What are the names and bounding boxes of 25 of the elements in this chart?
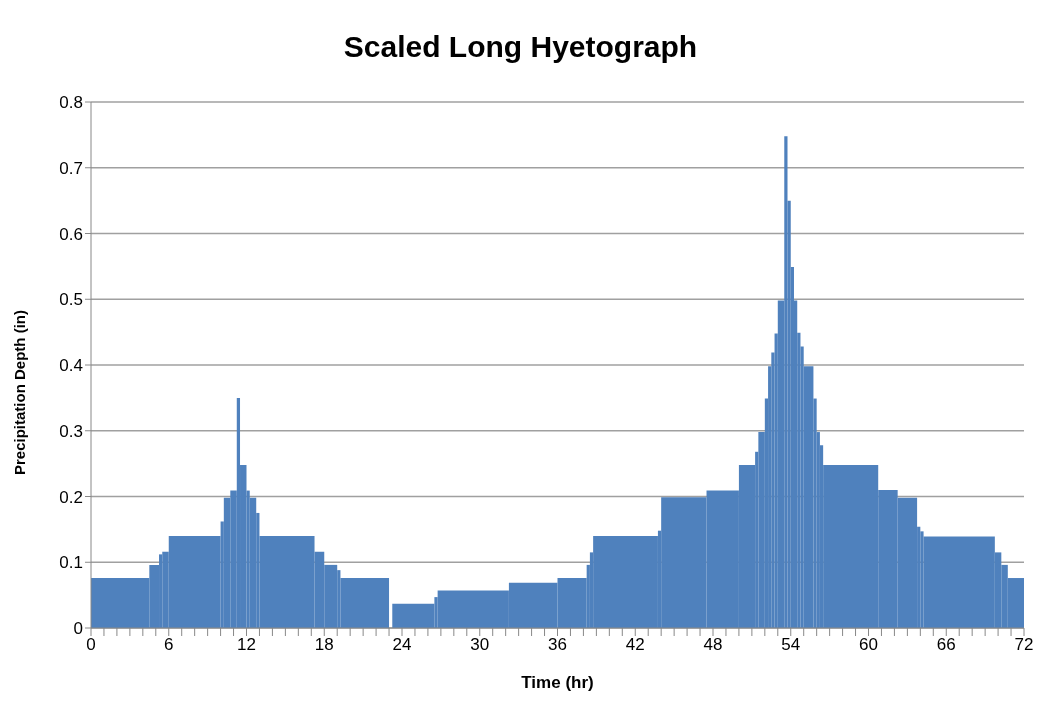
x-tick-label: 48 bbox=[703, 635, 723, 655]
x-tick-label: 30 bbox=[470, 635, 490, 655]
x-tick-label: 66 bbox=[936, 635, 956, 655]
x-tick-label: 6 bbox=[164, 635, 174, 655]
y-axis-title: Precipitation Depth (in) bbox=[11, 310, 29, 475]
x-tick-label: 42 bbox=[625, 635, 645, 655]
x-tick-label: 72 bbox=[1014, 635, 1034, 655]
y-tick-label: 0.8 bbox=[59, 93, 83, 113]
y-tick-label: 0.7 bbox=[59, 158, 83, 178]
y-tick-label: 0.6 bbox=[59, 224, 83, 244]
x-tick-label: 18 bbox=[314, 635, 334, 655]
x-axis-title: Time (hr) bbox=[521, 673, 594, 692]
x-tick-label: 60 bbox=[859, 635, 878, 655]
x-tick-label: 24 bbox=[392, 635, 412, 655]
y-tick-label: 0.5 bbox=[59, 290, 83, 310]
x-tick-label: 12 bbox=[237, 635, 256, 655]
chart-title: Scaled Long Hyetograph bbox=[342, 29, 699, 65]
x-tick-label: 0 bbox=[86, 635, 96, 655]
y-tick-label: 0.4 bbox=[59, 356, 83, 376]
x-tick-label: 36 bbox=[548, 635, 567, 655]
y-tick-label: 0.3 bbox=[59, 421, 83, 441]
y-tick-label: 0.1 bbox=[59, 553, 83, 573]
x-tick-label: 54 bbox=[781, 635, 801, 655]
y-tick-label: 0 bbox=[73, 619, 83, 639]
y-tick-label: 0.2 bbox=[59, 487, 83, 507]
